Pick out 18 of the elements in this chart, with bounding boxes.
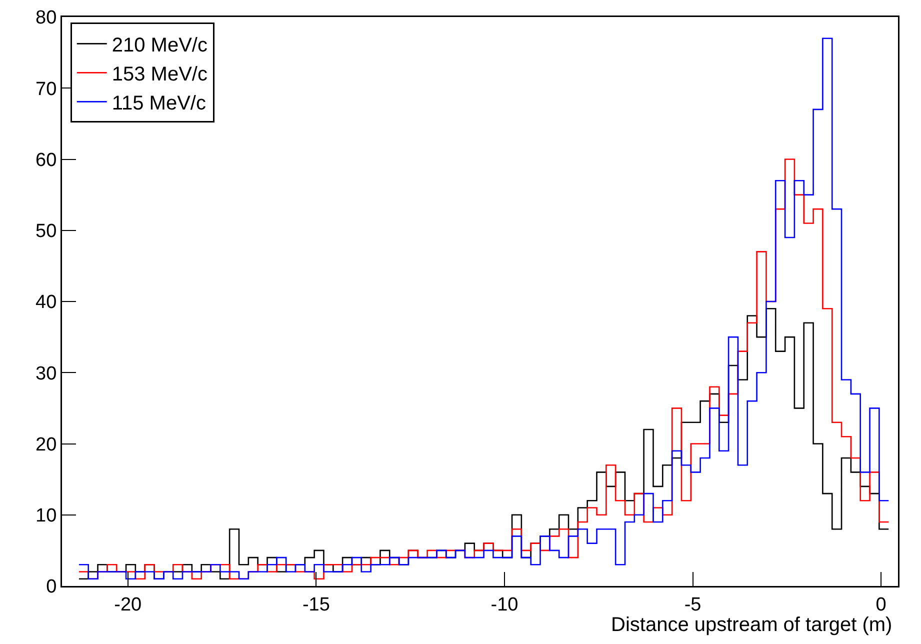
x-axis-title: Distance upstream of target (m)	[611, 614, 892, 636]
x-tick-label: -15	[302, 594, 330, 616]
y-tick-label: 50	[36, 221, 57, 242]
y-tick-label: 0	[46, 576, 57, 598]
y-tick-label: 80	[36, 8, 57, 29]
y-tick-label: 10	[36, 506, 57, 527]
legend-label: 210 MeV/c	[112, 34, 208, 56]
x-tick-label: 0	[876, 594, 886, 616]
y-tick-label: 30	[36, 363, 57, 384]
legend-label: 153 MeV/c	[112, 63, 208, 86]
x-tick-label: -10	[490, 594, 518, 616]
y-tick-label: 70	[36, 78, 57, 100]
y-tick-label: 60	[36, 150, 57, 171]
x-tick-label: -5	[684, 594, 702, 616]
y-tick-label: 40	[36, 292, 57, 314]
y-tick-label: 20	[36, 434, 57, 456]
legend-label: 115 MeV/c	[112, 92, 206, 114]
x-tick-label: -20	[114, 594, 142, 616]
